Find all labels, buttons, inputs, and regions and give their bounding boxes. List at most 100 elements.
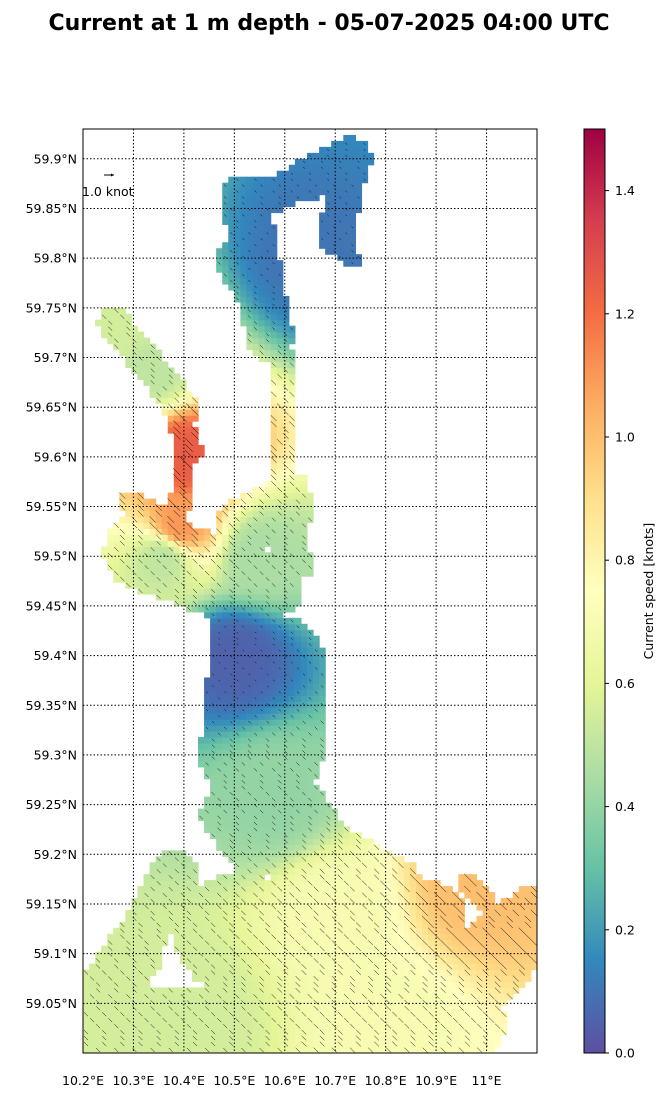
speed-cell: [216, 957, 223, 965]
speed-cell: [216, 945, 223, 953]
current-vector: [452, 933, 459, 940]
speed-cell: [246, 874, 254, 881]
speed-cell: [222, 677, 229, 684]
speed-cell: [131, 540, 139, 547]
speed-cell: [89, 1023, 96, 1030]
speed-cell: [125, 558, 133, 565]
speed-cell: [258, 743, 266, 750]
current-vector: [392, 922, 398, 928]
speed-cell: [185, 892, 193, 899]
speed-cell: [409, 909, 417, 917]
speed-cell: [228, 283, 235, 291]
speed-cell: [155, 570, 163, 577]
speed-cell: [276, 385, 284, 392]
current-vector: [211, 833, 215, 838]
speed-cell: [458, 880, 465, 887]
speed-cell: [149, 921, 157, 929]
speed-cell: [476, 945, 484, 953]
speed-cell: [331, 152, 338, 160]
speed-cell: [524, 945, 532, 953]
current-vector: [223, 988, 228, 993]
speed-cell: [494, 963, 502, 971]
speed-cell: [294, 635, 302, 643]
current-vector: [253, 1018, 258, 1023]
speed-cell: [282, 999, 290, 1006]
speed-cell: [306, 981, 314, 989]
current-vector: [512, 909, 520, 917]
speed-cell: [434, 1047, 441, 1053]
speed-cell: [149, 892, 157, 899]
speed-cell: [349, 1047, 356, 1053]
current-vector: [458, 975, 465, 982]
speed-cell: [391, 892, 399, 899]
current-vector: [482, 1041, 489, 1047]
current-vector: [349, 1047, 355, 1053]
speed-cell: [276, 361, 284, 369]
speed-cell: [276, 844, 284, 851]
speed-cell: [131, 1011, 139, 1018]
speed-cell: [385, 903, 393, 911]
speed-cell: [294, 719, 302, 726]
speed-cell: [101, 1005, 108, 1012]
speed-cell: [198, 534, 205, 541]
speed-cell: [264, 605, 272, 613]
speed-cell: [282, 677, 290, 684]
speed-cell: [234, 987, 241, 994]
speed-cell: [258, 951, 266, 959]
speed-cell: [143, 498, 151, 506]
current-vector: [241, 940, 246, 945]
speed-cell: [488, 945, 496, 953]
speed-cell: [470, 939, 478, 947]
speed-cell: [167, 385, 175, 392]
speed-cell: [270, 546, 278, 553]
speed-cell: [506, 981, 514, 989]
speed-cell: [270, 844, 278, 851]
current-vector: [241, 910, 246, 916]
speed-cell: [294, 862, 302, 869]
speed-cell: [294, 731, 302, 738]
speed-cell: [210, 629, 217, 637]
current-vector: [271, 994, 276, 999]
speed-cell: [185, 1029, 193, 1036]
speed-cell: [228, 933, 235, 941]
current-vector: [313, 898, 319, 904]
speed-cell: [349, 134, 356, 142]
current-vector: [325, 880, 331, 886]
speed-cell: [198, 528, 205, 535]
speed-cell: [331, 969, 338, 977]
speed-cell: [300, 170, 308, 178]
current-vector: [458, 897, 465, 905]
current-vector: [114, 988, 119, 993]
speed-cell: [240, 1017, 248, 1024]
speed-cell: [488, 957, 496, 965]
speed-cell: [276, 671, 284, 679]
current-vector: [235, 827, 240, 832]
speed-cell: [288, 754, 296, 762]
speed-cell: [288, 397, 296, 404]
current-vector: [313, 1047, 319, 1053]
current-vector: [319, 845, 325, 850]
speed-cell: [276, 397, 284, 404]
speed-cell: [530, 963, 537, 971]
speed-cell: [421, 892, 429, 899]
speed-cell: [319, 903, 326, 911]
speed-cell: [198, 909, 205, 917]
current-vector: [319, 964, 325, 970]
current-vector: [199, 815, 203, 820]
speed-cell: [83, 981, 90, 989]
speed-cell: [319, 993, 326, 1000]
current-vector: [265, 845, 270, 850]
speed-cell: [294, 874, 302, 881]
speed-cell: [415, 921, 423, 929]
speed-cell: [331, 158, 338, 166]
speed-cell: [125, 1041, 133, 1048]
speed-cell: [415, 1041, 423, 1048]
current-vector: [343, 892, 349, 898]
speed-cell: [349, 164, 356, 172]
current-vector: [368, 910, 374, 916]
speed-cell: [319, 689, 326, 696]
speed-cell: [167, 504, 175, 512]
speed-cell: [131, 504, 139, 512]
speed-cell: [149, 564, 157, 571]
speed-cell: [252, 927, 260, 935]
